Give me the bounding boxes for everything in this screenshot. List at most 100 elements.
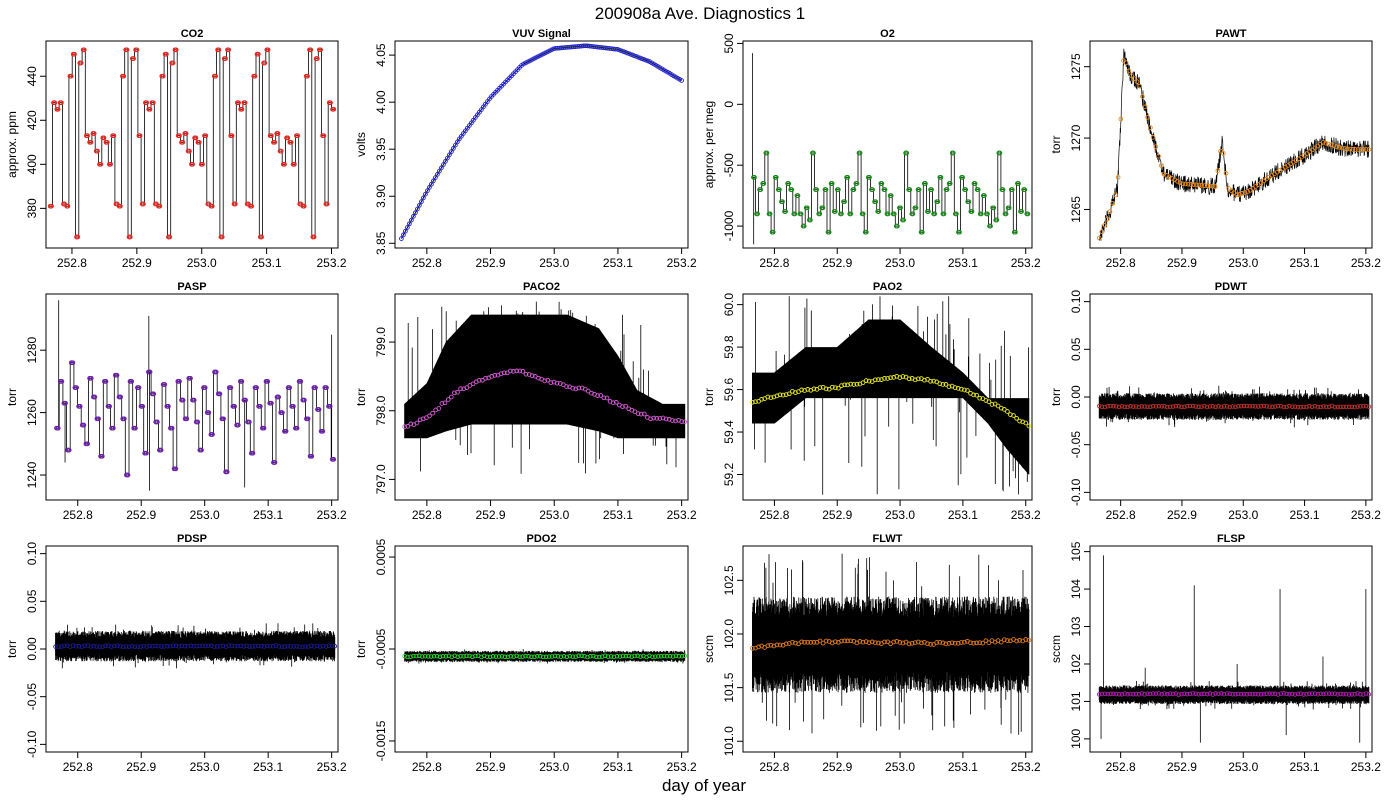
pdwt-point (1281, 404, 1287, 410)
pdo2-point (667, 653, 673, 659)
flwt-ytick-label: 102.0 (722, 619, 736, 649)
pdsp-point (70, 643, 76, 648)
pawt-point (1158, 163, 1164, 168)
co2-point (269, 133, 274, 139)
flsp-ylabel: sccm (1049, 635, 1063, 663)
pdwt-point (1307, 403, 1312, 409)
pdo2-plot-area (402, 649, 688, 664)
flsp-point (1187, 691, 1193, 697)
vuv-point (441, 162, 446, 167)
pdsp-point (120, 644, 126, 649)
pdo2-point (420, 654, 425, 659)
pasp-point (232, 404, 237, 409)
pdo2-point (552, 653, 558, 659)
flwt-point (998, 639, 1004, 645)
paco2-point (635, 411, 641, 416)
pdsp-point (226, 643, 232, 648)
pawt-point (1212, 184, 1218, 189)
paco2-point (648, 416, 653, 422)
pasp-point (114, 372, 120, 378)
pdo2-ytick-label: -0.0005 (374, 628, 388, 669)
vuv-point (403, 228, 408, 234)
o2-point (817, 211, 823, 217)
co2-point (91, 131, 97, 136)
o2-xtick-label: 253.0 (885, 256, 915, 270)
co2-point (209, 203, 215, 209)
paco2-point (595, 393, 600, 398)
pdo2-point (620, 653, 626, 659)
pdo2-point (549, 654, 555, 659)
pdo2-point (467, 653, 472, 659)
pasp-point (305, 416, 311, 422)
pasp-point (199, 447, 204, 453)
panel-co2: CO2 approx. ppm 252.8 252.9 253.0 253.1 253.2 3… (5, 28, 347, 270)
co2-xtick-label: 253.2 (316, 256, 346, 270)
o2-point (988, 223, 993, 229)
pdsp-xtick-label: 253.1 (253, 760, 283, 774)
pdo2-point (623, 653, 629, 659)
o2-point (985, 211, 990, 217)
pdo2-point (405, 654, 410, 660)
vuv-point (419, 199, 424, 204)
pdsp-point (162, 644, 167, 649)
pawt-point (1123, 60, 1129, 66)
flsp-point (1270, 691, 1275, 696)
paco2-point (508, 368, 513, 374)
o2-point (767, 211, 773, 217)
co2-point (311, 234, 317, 240)
vuv-series-line (400, 45, 682, 239)
pdwt-point (1148, 404, 1153, 410)
o2-point (926, 209, 931, 214)
pasp-plot-area (54, 300, 337, 491)
co2-point (85, 133, 90, 139)
pdsp-point (262, 644, 267, 649)
pdsp-point (182, 643, 188, 649)
o2-point (1003, 211, 1009, 217)
pasp-point (59, 379, 65, 384)
o2-point (954, 211, 959, 217)
flsp-point (1349, 692, 1355, 697)
paco2-plot-area (402, 301, 688, 474)
pdo2-point (567, 653, 573, 659)
vuv-point (451, 146, 456, 151)
vuv-point (409, 217, 414, 223)
pdwt-point (1122, 404, 1127, 410)
pdo2-point (576, 653, 581, 659)
o2-point (758, 187, 764, 192)
pdo2-xtick-label: 252.9 (476, 760, 506, 774)
pdo2-point (437, 654, 443, 660)
vuv-xtick-label: 252.8 (412, 256, 442, 270)
flsp-ytick-label: 104 (1069, 579, 1083, 599)
flsp-point (1363, 691, 1369, 696)
o2-point (826, 229, 832, 235)
paco2-point (501, 370, 507, 376)
flwt-point (986, 640, 992, 646)
o2-point (1016, 181, 1021, 186)
pdsp-point (276, 644, 282, 649)
flwt-point (934, 640, 940, 645)
flwt-point (756, 644, 761, 650)
pdwt-point (1275, 403, 1281, 409)
pasp-point (250, 450, 256, 456)
flsp-point (1275, 692, 1281, 697)
pawt-ytick-label: 1275 (1069, 53, 1083, 80)
pdwt-point (1343, 404, 1349, 409)
pawt-point (1104, 216, 1110, 222)
flwt-point (872, 640, 878, 646)
pasp-point (103, 379, 109, 384)
pawt-xtick-label: 252.8 (1106, 256, 1136, 270)
pdo2-point (411, 653, 416, 659)
pdsp-point (156, 643, 161, 649)
pdwt-point (1179, 404, 1184, 410)
pao2-point (823, 386, 829, 392)
o2-point (857, 150, 863, 156)
o2-point (982, 193, 987, 198)
pdwt-point (1267, 404, 1272, 409)
flwt-title: FLWT (873, 533, 903, 545)
pawt-point (1196, 182, 1202, 188)
flsp-xtick-label: 253.1 (1290, 760, 1320, 774)
pasp-point (324, 385, 329, 390)
pasp-point (276, 394, 282, 400)
